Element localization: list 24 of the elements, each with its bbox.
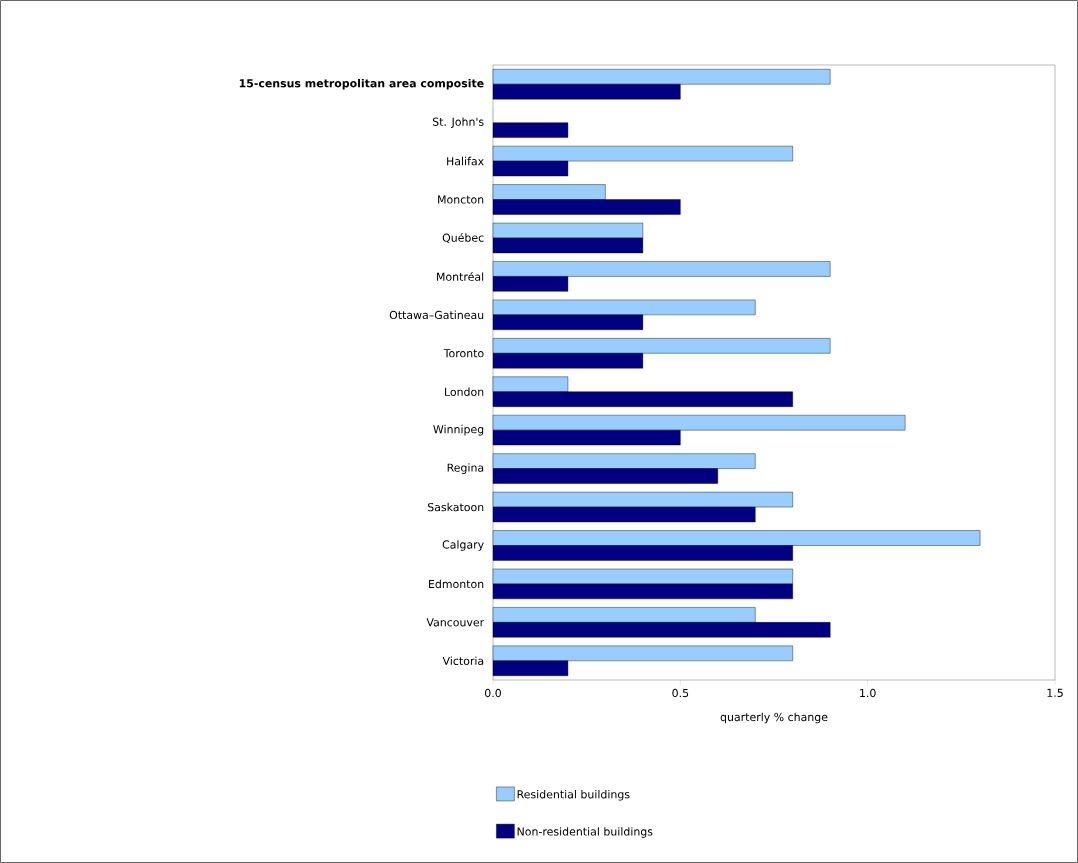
x-axis-title: quarterly % change [720, 712, 828, 724]
y-tick-label: St. John's [432, 117, 484, 128]
y-tick-label: Vancouver [426, 618, 485, 627]
y-tick-label: London [445, 387, 484, 396]
x-tick-label: 0.0 [485, 688, 501, 698]
y-tick-label: Winnipeg [433, 424, 484, 436]
y-tick-label: Québec [442, 232, 484, 244]
y-tick-label: Ottawa–Gatineau [389, 310, 484, 320]
legend-label: Residential buildings [517, 789, 630, 801]
y-tick-label: Regina [447, 463, 484, 474]
y-tick-label: 15-census metropolitan area composite [239, 78, 484, 90]
y-tick-label: Saskatoon [427, 502, 484, 512]
y-tick-label: Halifax [447, 156, 484, 166]
legend-label: Non-residential buildings [517, 827, 653, 838]
y-tick-label: Calgary [442, 540, 484, 551]
y-tick-label: Toronto [443, 349, 484, 358]
bar [492, 122, 569, 138]
x-tick-label: 0.5 [672, 688, 689, 698]
x-tick-label: 1.5 [1047, 688, 1063, 697]
x-tick-label: 1.0 [860, 688, 876, 698]
y-tick-label: Moncton [438, 195, 484, 204]
y-tick-label: Edmonton [429, 579, 484, 589]
y-tick-label: Victoria [442, 656, 484, 666]
y-tick-label: Montréal [437, 271, 484, 281]
